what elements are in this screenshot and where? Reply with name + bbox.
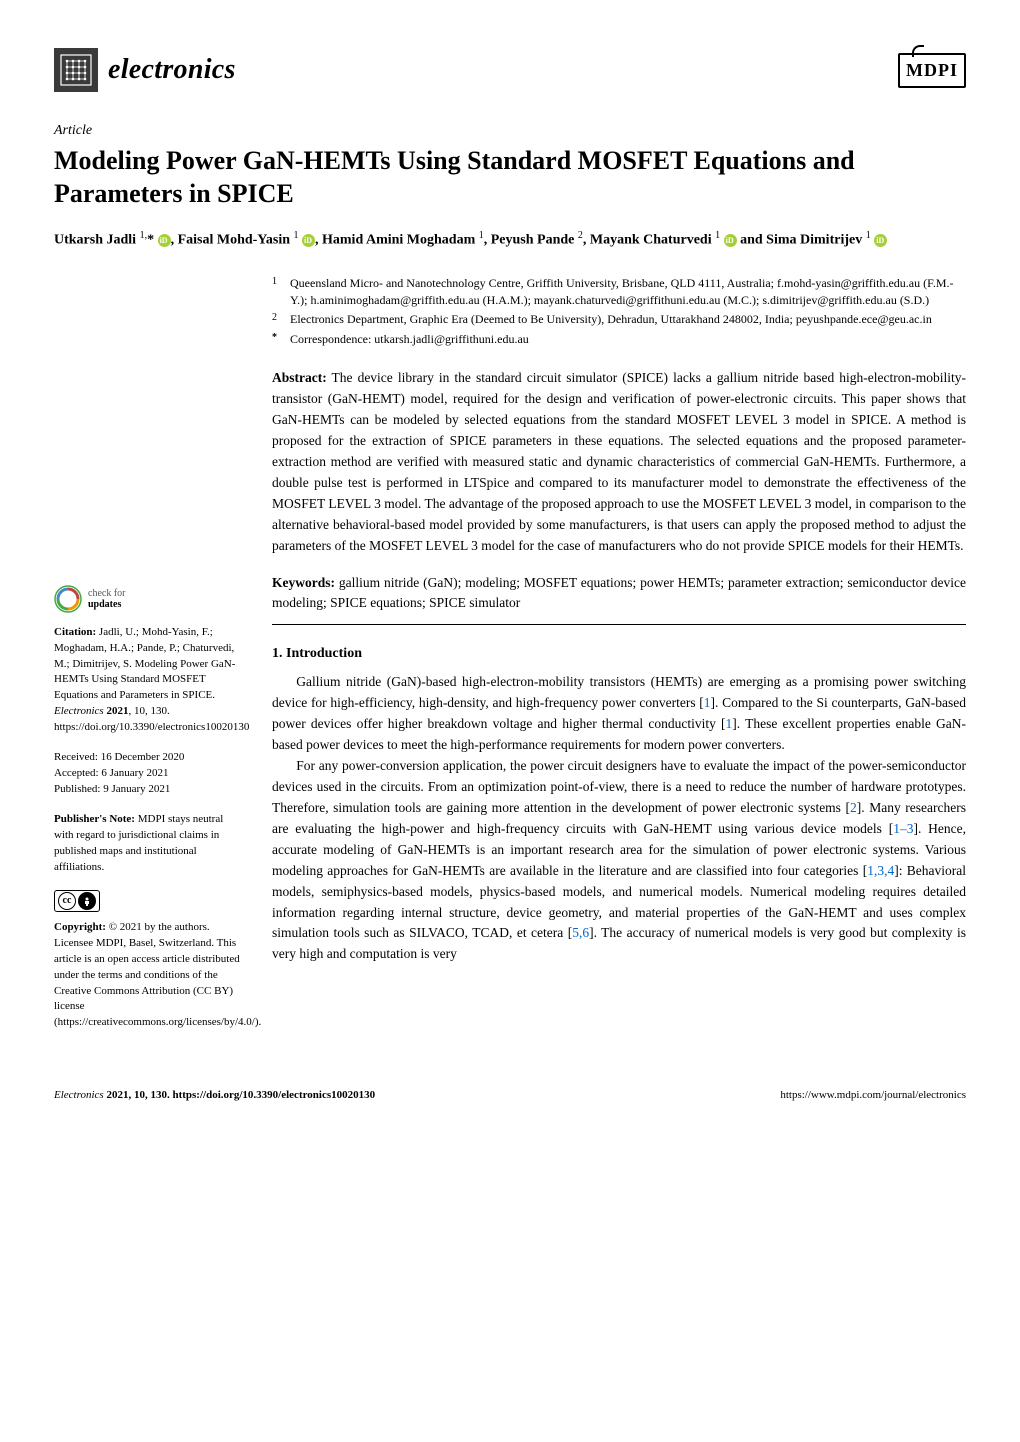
abstract: Abstract: The device library in the stan…: [272, 368, 966, 556]
section-heading: 1. Introduction: [272, 643, 966, 664]
keywords-text: gallium nitride (GaN); modeling; MOSFET …: [272, 575, 966, 611]
journal-name: electronics: [108, 49, 236, 91]
abstract-text: The device library in the standard circu…: [272, 370, 966, 552]
citation-journal: Electronics: [54, 705, 104, 717]
author-name: and Sima Dimitrijev: [740, 233, 866, 248]
affil-text: Correspondence: utkarsh.jadli@griffithun…: [290, 331, 966, 348]
pubnote-label: Publisher's Note:: [54, 813, 135, 825]
section-divider: [272, 624, 966, 625]
check-updates-badge[interactable]: check for updates: [54, 585, 244, 613]
ref-link[interactable]: 5,6: [572, 925, 589, 940]
ref-link[interactable]: 1: [704, 695, 711, 710]
check-updates-l1: check for: [88, 588, 125, 599]
header: electronics MDPI: [54, 48, 966, 92]
page-footer: Electronics 2021, 10, 130. https://doi.o…: [0, 1077, 1020, 1128]
section-body: Gallium nitride (GaN)-based high-electro…: [272, 672, 966, 965]
date-received: Received: 16 December 2020: [54, 750, 244, 766]
affiliations: 1Queensland Micro- and Nanotechnology Ce…: [272, 275, 966, 349]
ref-link[interactable]: 1,3,4: [867, 863, 894, 878]
dates-block: Received: 16 December 2020 Accepted: 6 J…: [54, 750, 244, 798]
affil-text: Electronics Department, Graphic Era (Dee…: [290, 311, 966, 328]
abstract-label: Abstract:: [272, 370, 327, 385]
ref-link[interactable]: 1–3: [893, 821, 913, 836]
authors-list: Utkarsh Jadli 1,* , Faisal Mohd-Yasin 1 …: [54, 228, 966, 251]
author-name: , Faisal Mohd-Yasin: [171, 233, 294, 248]
citation-label: Citation:: [54, 626, 96, 638]
orcid-icon[interactable]: [724, 234, 737, 247]
author-affil-sup: 1: [866, 230, 871, 241]
affil-text: Queensland Micro- and Nanotechnology Cen…: [290, 275, 966, 310]
publishers-note: Publisher's Note: MDPI stays neutral wit…: [54, 812, 244, 876]
footer-url[interactable]: https://www.mdpi.com/journal/electronics: [780, 1087, 966, 1104]
keywords-label: Keywords:: [272, 575, 335, 590]
cc-icon: cc: [58, 892, 76, 910]
journal-logo-icon: [54, 48, 98, 92]
orcid-icon[interactable]: [158, 234, 171, 247]
keywords: Keywords: gallium nitride (GaN); modelin…: [272, 573, 966, 615]
author-name: , Hamid Amini Moghadam: [315, 233, 479, 248]
cc-license-badge[interactable]: cc: [54, 890, 244, 920]
sidebar: check for updates Citation: Jadli, U.; M…: [54, 275, 244, 1046]
author-name: Utkarsh Jadli: [54, 233, 140, 248]
author-affil-sup: 1: [294, 230, 299, 241]
orcid-icon[interactable]: [302, 234, 315, 247]
affil-num: *: [272, 331, 282, 348]
orcid-icon[interactable]: [874, 234, 887, 247]
publisher-logo: MDPI: [898, 53, 966, 88]
author-name: , Peyush Pande: [484, 233, 578, 248]
ref-link[interactable]: 2: [850, 800, 857, 815]
copyright-text: © 2021 by the authors. Licensee MDPI, Ba…: [54, 921, 261, 1029]
copyright-block: Copyright: © 2021 by the authors. Licens…: [54, 920, 244, 1032]
journal-brand: electronics: [54, 48, 236, 92]
check-updates-icon: [54, 585, 82, 613]
citation-block: Citation: Jadli, U.; Mohd-Yasin, F.; Mog…: [54, 625, 244, 737]
author-affil-sup: 1: [715, 230, 720, 241]
citation-year: 2021: [104, 705, 129, 717]
date-published: Published: 9 January 2021: [54, 782, 244, 798]
by-icon: [78, 892, 96, 910]
check-updates-l2: updates: [88, 599, 125, 610]
date-accepted: Accepted: 6 January 2021: [54, 766, 244, 782]
footer-citation: 2021, 10, 130. https://doi.org/10.3390/e…: [104, 1089, 375, 1101]
affil-num: 1: [272, 275, 282, 310]
article-type: Article: [54, 120, 966, 141]
main-content: 1Queensland Micro- and Nanotechnology Ce…: [272, 275, 966, 1046]
affil-num: 2: [272, 311, 282, 328]
author-name: , Mayank Chaturvedi: [583, 233, 715, 248]
footer-journal: Electronics: [54, 1089, 104, 1101]
author-affil-sup: 1,: [140, 230, 148, 241]
copyright-label: Copyright:: [54, 921, 106, 933]
article-title: Modeling Power GaN-HEMTs Using Standard …: [54, 145, 966, 210]
corresponding-star: *: [147, 233, 154, 248]
